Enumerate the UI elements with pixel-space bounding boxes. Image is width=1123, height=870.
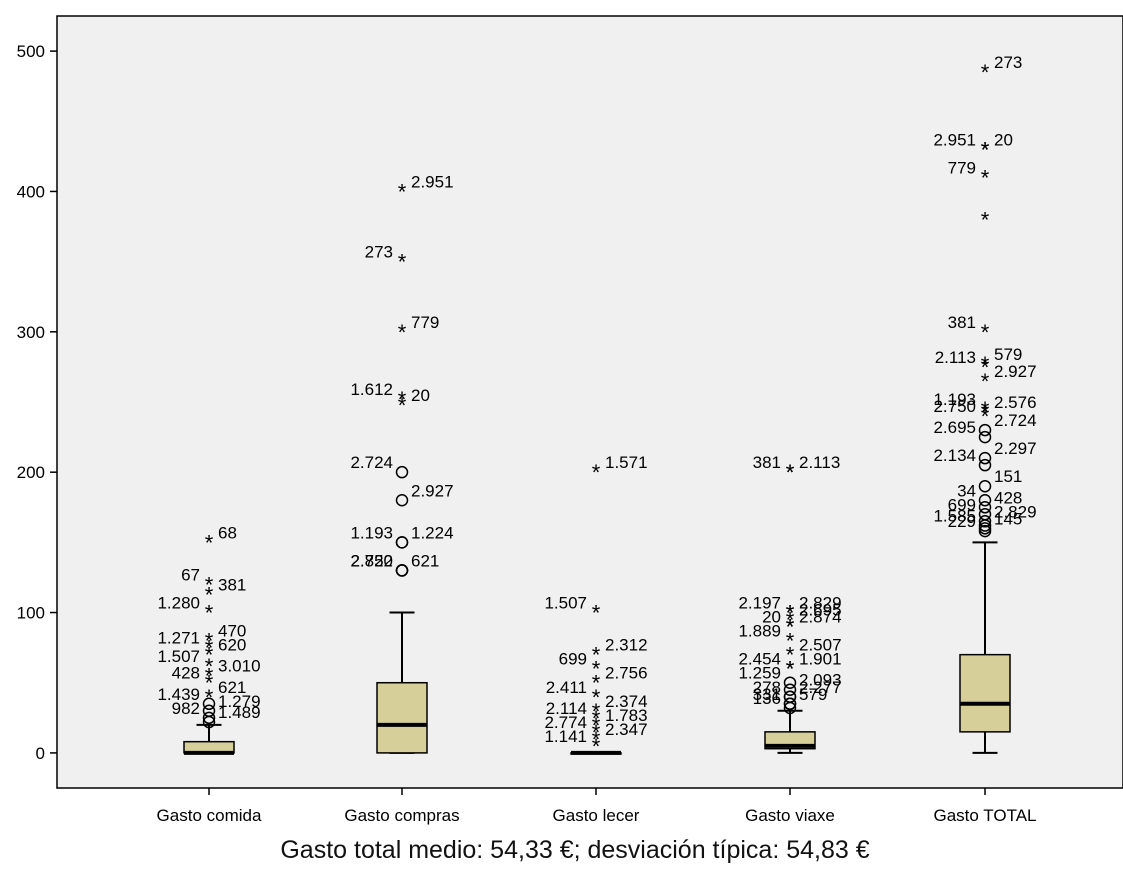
outlier-label: 1.489: [218, 703, 261, 722]
outlier-label: 2.756: [605, 664, 648, 683]
outlier-label: 68: [218, 523, 237, 542]
outlier-label: 779: [948, 158, 976, 177]
outlier-label: 1.901: [799, 650, 842, 669]
outlier-label: 2.750: [933, 397, 976, 416]
outlier-label: 2.347: [605, 720, 648, 739]
outlier-label: 2.951: [933, 130, 976, 149]
outlier-label: 2.822: [350, 551, 393, 570]
x-tick-label: Gasto lecer: [553, 806, 640, 825]
outlier-star: *: [981, 208, 990, 233]
outlier-label: 151: [994, 467, 1022, 486]
outlier-label: 1.280: [157, 594, 200, 613]
outlier-star: *: [592, 601, 601, 626]
outlier-label: 2.134: [933, 446, 976, 465]
box-iqr: [960, 655, 1010, 732]
outlier-label: 2.724: [350, 453, 393, 472]
outlier-star: *: [786, 460, 795, 485]
outlier-label: 579: [799, 685, 827, 704]
x-tick-label: Gasto comida: [157, 806, 262, 825]
outlier-star: *: [592, 460, 601, 485]
outlier-star: *: [981, 165, 990, 190]
outlier-label: 67: [181, 565, 200, 584]
outlier-label: 20: [411, 386, 430, 405]
outlier-star: *: [398, 179, 407, 204]
outlier-label: 273: [365, 243, 393, 262]
outlier-label: 1.612: [350, 380, 393, 399]
outlier-label: 621: [411, 551, 439, 570]
outlier-label: 381: [948, 313, 976, 332]
outlier-star: *: [398, 393, 407, 418]
y-tick-label: 200: [17, 463, 45, 482]
outlier-label: 2.576: [994, 393, 1037, 412]
y-axis: 0 100 200 300 400 500: [17, 42, 57, 763]
outlier-star: *: [398, 250, 407, 275]
outlier-label: 699: [559, 650, 587, 669]
outlier-star: *: [398, 320, 407, 345]
outlier-label: 982: [172, 699, 200, 718]
outlier-label: 779: [411, 313, 439, 332]
outlier-label: 381: [753, 453, 781, 472]
outlier-star: *: [205, 601, 214, 626]
box-iqr: [377, 683, 427, 753]
outlier-label: 2.113: [935, 348, 976, 367]
y-tick-label: 500: [17, 42, 45, 61]
outlier-star: *: [981, 320, 990, 345]
y-tick-label: 300: [17, 323, 45, 342]
y-tick-label: 0: [36, 744, 45, 763]
boxplot-chart: 0 100 200 300 400 500 Gasto comida Gasto compr…: [0, 0, 1123, 836]
outlier-star: *: [205, 530, 214, 555]
y-tick-label: 100: [17, 604, 45, 623]
outlier-label: 2.724: [994, 411, 1037, 430]
outlier-label: 1.889: [738, 622, 781, 641]
outlier-label: 620: [218, 636, 246, 655]
outlier-label: 136: [753, 689, 781, 708]
outlier-label: 1.193: [350, 523, 393, 542]
x-tick-label: Gasto viaxe: [745, 806, 835, 825]
outlier-label: 2.951: [411, 172, 454, 191]
x-tick-label: Gasto compras: [344, 806, 459, 825]
outlier-star: *: [592, 734, 601, 759]
outlier-label: 2.312: [605, 636, 648, 655]
outlier-label: 2.927: [994, 362, 1037, 381]
outlier-label: 2.927: [411, 481, 454, 500]
outlier-label: 1.507: [544, 594, 587, 613]
outlier-star: *: [981, 60, 990, 85]
outlier-label: 1.224: [411, 523, 454, 542]
outlier-label: 229: [948, 512, 976, 531]
outlier-label: 2.874: [799, 608, 842, 627]
outlier-label: 2.411: [546, 678, 587, 697]
outlier-label: 428: [172, 664, 200, 683]
outlier-label: 2.695: [933, 418, 976, 437]
outlier-label: 145: [994, 509, 1022, 528]
outlier-label: 1.271: [157, 629, 200, 648]
outlier-label: 20: [994, 130, 1013, 149]
y-tick-label: 400: [17, 182, 45, 201]
outlier-label: 273: [994, 53, 1022, 72]
x-tick-label: Gasto TOTAL: [934, 806, 1037, 825]
outlier-label: 381: [218, 575, 246, 594]
outlier-label: 2.297: [994, 439, 1037, 458]
outlier-star: *: [981, 369, 990, 394]
x-axis: Gasto comida Gasto compras Gasto lecer Gast…: [157, 788, 1037, 825]
outlier-label: 1.141: [544, 727, 587, 746]
chart-caption: Gasto total medio: 54,33 €; desviación t…: [0, 836, 1123, 865]
outlier-label: 2.113: [799, 453, 840, 472]
outlier-star: *: [981, 137, 990, 162]
outlier-label: 3.010: [218, 657, 261, 676]
outlier-label: 1.571: [605, 453, 648, 472]
